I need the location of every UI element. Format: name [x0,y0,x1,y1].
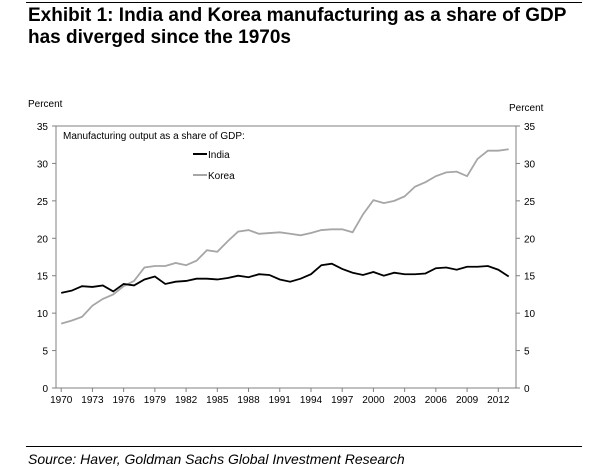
y-tick-label-right: 10 [524,309,536,320]
x-tick-label: 1991 [269,395,292,406]
y-tick-label-left: 10 [37,309,49,320]
x-tick-label: 2009 [456,395,479,406]
y-tick-label-right: 30 [524,159,536,170]
x-tick-label: 1988 [237,395,260,406]
x-tick-label: 1970 [50,395,73,406]
chart-subtitle: Manufacturing output as a share of GDP: [63,131,245,142]
y-tick-label-left: 0 [42,384,48,395]
plot-frame [55,125,517,389]
x-tick-label: 2012 [487,395,510,406]
top-rule [26,2,582,3]
y-tick-label-left: 20 [37,234,49,245]
x-tick-label: 2003 [394,395,417,406]
x-tick-label: 2000 [362,395,385,406]
legend-label-korea: Korea [208,171,235,182]
series-line-india [61,262,510,294]
y-tick-label-left: 35 [37,122,49,133]
y-tick-label-right: 5 [524,347,530,358]
source-rule [26,446,582,447]
y-tick-label-right: 25 [524,197,536,208]
y-tick-label-right: 15 [524,272,536,283]
x-tick-label: 1976 [113,395,136,406]
x-tick-label: 1982 [175,395,198,406]
y-tick-label-right: 0 [524,384,530,395]
y-tick-label-left: 25 [37,197,49,208]
y-axis-label-left: Percent [28,99,63,110]
y-tick-label-left: 15 [37,272,49,283]
x-tick-label: 1985 [206,395,229,406]
y-tick-label-right: 20 [524,234,536,245]
y-tick-label-left: 30 [37,159,49,170]
x-tick-label: 1973 [81,395,104,406]
x-tick-label: 1997 [331,395,354,406]
source-note: Source: Haver, Goldman Sachs Global Inve… [28,451,405,467]
series-line-korea [60,148,509,325]
exhibit-title: Exhibit 1: India and Korea manufacturing… [28,5,567,48]
y-axis-label-right: Percent [509,103,544,114]
x-tick-label: 2006 [425,395,448,406]
y-tick-label-left: 5 [42,347,48,358]
y-tick-label-right: 35 [524,122,536,133]
x-tick-label: 1979 [144,395,167,406]
x-tick-label: 1994 [300,395,323,406]
legend-label-india: India [208,150,230,161]
